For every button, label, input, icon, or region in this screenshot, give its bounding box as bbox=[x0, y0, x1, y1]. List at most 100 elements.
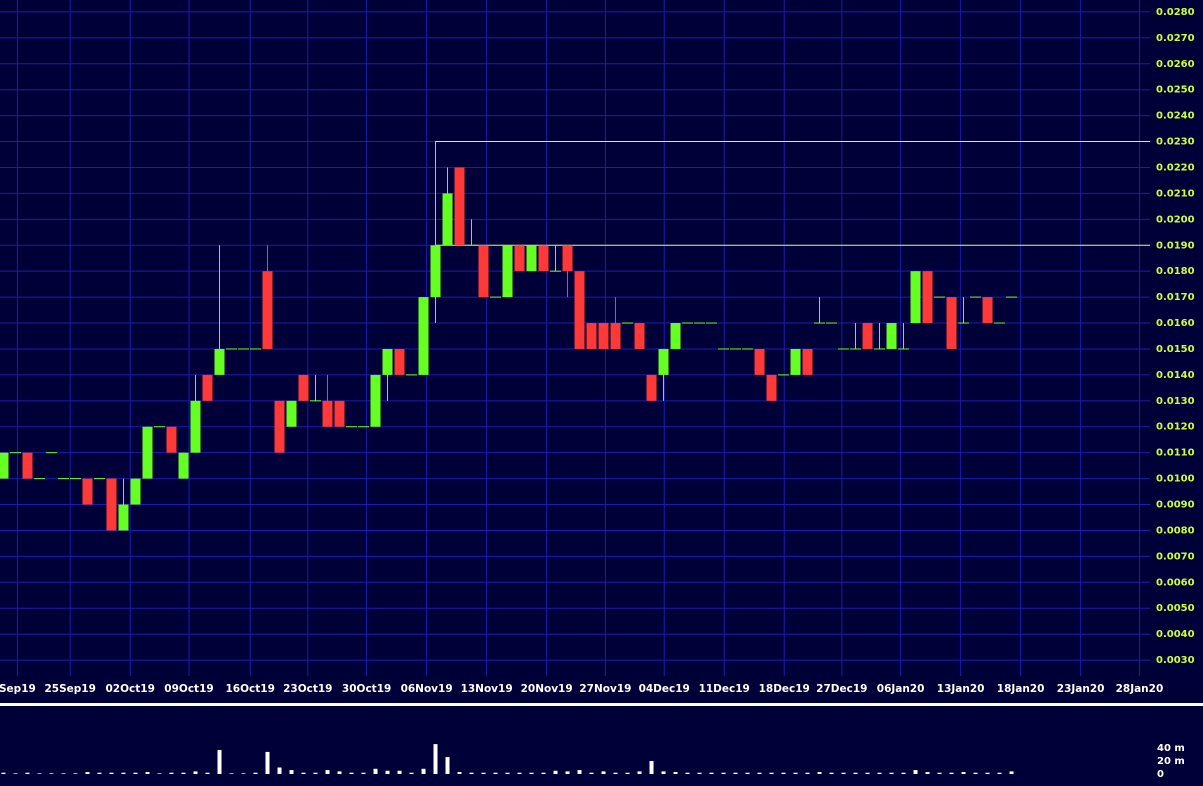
candle-body bbox=[142, 426, 153, 479]
x-tick-label: 13Nov19 bbox=[461, 683, 513, 695]
volume-bar bbox=[469, 772, 474, 774]
volume-bar bbox=[517, 772, 522, 774]
y-tick-label: 0.0080 bbox=[1156, 525, 1195, 536]
volume-bar bbox=[217, 749, 222, 774]
candle-body bbox=[382, 348, 393, 375]
x-tick-label: 13Jan20 bbox=[937, 683, 985, 695]
volume-bar bbox=[949, 772, 954, 774]
volume-bar bbox=[181, 772, 186, 774]
candle-body bbox=[274, 400, 285, 453]
volume-bar bbox=[301, 772, 306, 774]
volume-bar bbox=[733, 772, 738, 774]
y-tick-label: 0.0260 bbox=[1156, 59, 1195, 70]
volume-bar bbox=[337, 771, 342, 774]
volume-bar bbox=[577, 770, 582, 774]
y-tick-label: 0.0070 bbox=[1156, 551, 1195, 562]
volume-bar bbox=[169, 772, 174, 774]
x-tick-label: 27Dec19 bbox=[816, 683, 867, 695]
y-tick-label: 0.0150 bbox=[1156, 344, 1195, 355]
volume-bar bbox=[25, 772, 30, 774]
candle-body bbox=[982, 297, 993, 324]
candle-body bbox=[886, 323, 897, 349]
volume-tick-label: 40 m bbox=[1157, 743, 1185, 754]
candle-body bbox=[586, 323, 597, 349]
y-tick-label: 0.0030 bbox=[1156, 655, 1195, 666]
y-tick-label: 0.0110 bbox=[1156, 448, 1195, 459]
candle-body bbox=[562, 245, 573, 272]
volume-bar bbox=[637, 771, 642, 774]
volume-bar bbox=[193, 771, 198, 774]
volume-bar bbox=[409, 772, 414, 774]
x-tick-label: 11Dec19 bbox=[699, 683, 750, 695]
volume-bar bbox=[373, 768, 378, 774]
candle-body bbox=[322, 400, 333, 427]
volume-bar bbox=[709, 772, 714, 774]
x-tick-label: 18Jan20 bbox=[997, 683, 1045, 695]
volume-bar bbox=[805, 772, 810, 774]
candle-body bbox=[166, 426, 177, 453]
x-tick-label: 16Oct19 bbox=[226, 683, 275, 695]
volume-bar bbox=[793, 772, 798, 774]
candle-body bbox=[454, 167, 465, 246]
y-tick-label: 0.0170 bbox=[1156, 292, 1195, 303]
x-tick-label: 06Nov19 bbox=[401, 683, 453, 695]
x-tick-label: 04Dec19 bbox=[639, 683, 690, 695]
volume-bar bbox=[1009, 771, 1014, 774]
volume-bar bbox=[73, 773, 78, 774]
candle-body bbox=[370, 374, 381, 427]
volume-bar bbox=[97, 772, 102, 774]
volume-bar bbox=[841, 772, 846, 774]
y-tick-label: 0.0160 bbox=[1156, 318, 1195, 329]
volume-bar bbox=[457, 772, 462, 774]
volume-bar bbox=[433, 744, 438, 774]
y-tick-label: 0.0280 bbox=[1156, 7, 1195, 18]
y-tick-label: 0.0190 bbox=[1156, 240, 1195, 251]
candle-body bbox=[598, 323, 609, 349]
volume-bar bbox=[925, 772, 930, 774]
candle-body bbox=[22, 452, 33, 479]
candle-body bbox=[394, 348, 405, 375]
volume-bar bbox=[625, 772, 630, 774]
candle-body bbox=[670, 323, 681, 349]
candle-body bbox=[478, 245, 489, 298]
y-tick-label: 0.0200 bbox=[1156, 214, 1195, 225]
x-tick-label: 25Sep19 bbox=[44, 683, 95, 695]
candle-body bbox=[130, 478, 141, 505]
candle-body bbox=[574, 271, 585, 349]
candle-body bbox=[118, 504, 129, 531]
x-tick-label: 30Oct19 bbox=[342, 683, 391, 695]
y-tick-label: 0.0210 bbox=[1156, 188, 1195, 199]
volume-bar bbox=[997, 772, 1002, 774]
volume-bar bbox=[769, 772, 774, 774]
y-tick-label: 0.0060 bbox=[1156, 577, 1195, 588]
volume-bar bbox=[673, 772, 678, 774]
volume-bar bbox=[781, 772, 786, 774]
x-tick-label: 27Nov19 bbox=[579, 683, 631, 695]
volume-bar bbox=[661, 771, 666, 774]
volume-bar bbox=[277, 767, 282, 774]
candle-body bbox=[802, 348, 813, 375]
volume-bar bbox=[61, 773, 66, 774]
y-tick-label: 0.0140 bbox=[1156, 370, 1195, 381]
candle-body bbox=[418, 297, 429, 375]
volume-bar bbox=[385, 770, 390, 774]
volume-bar bbox=[49, 773, 54, 774]
candle-body bbox=[610, 323, 621, 349]
volume-bar bbox=[157, 773, 162, 774]
volume-bar bbox=[13, 773, 18, 774]
x-tick-label: Sep19 bbox=[0, 683, 36, 695]
volume-bar bbox=[493, 772, 498, 774]
volume-bar bbox=[853, 772, 858, 774]
volume-bar bbox=[889, 772, 894, 774]
candle-body bbox=[862, 323, 873, 349]
x-tick-label: 23Jan20 bbox=[1057, 683, 1105, 695]
volume-bar bbox=[937, 772, 942, 774]
x-tick-label: 28Jan20 bbox=[1116, 683, 1164, 695]
y-tick-label: 0.0100 bbox=[1156, 474, 1195, 485]
volume-bar bbox=[325, 770, 330, 774]
candle-body bbox=[526, 245, 537, 272]
x-tick-label: 09Oct19 bbox=[164, 683, 213, 695]
candle-body bbox=[0, 452, 9, 479]
volume-bar bbox=[757, 772, 762, 774]
volume-bar bbox=[589, 772, 594, 774]
